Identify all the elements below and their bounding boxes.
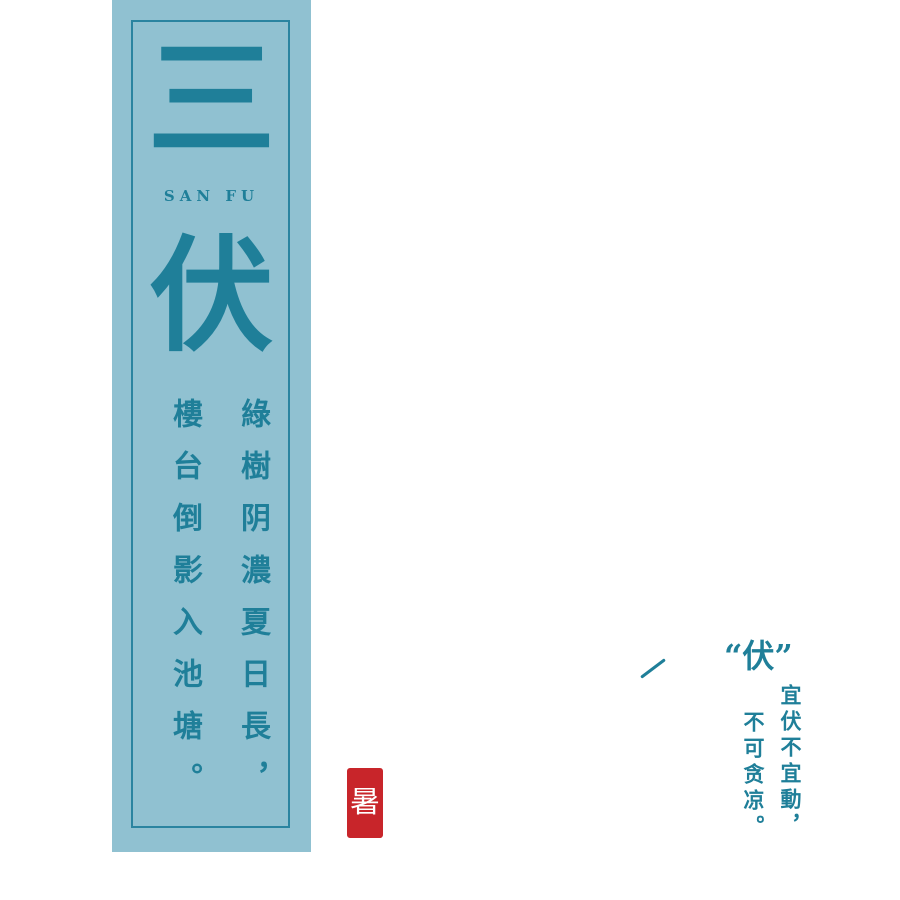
- title-char-fu: 伏: [149, 224, 274, 369]
- subtitle: SAN FU: [163, 187, 260, 205]
- note-quote: “伏”: [724, 637, 793, 675]
- note-line-2: 不可贪凉。: [741, 711, 766, 841]
- decorative-slash: [640, 658, 666, 679]
- note-line-1: 宜伏不宜動，: [778, 684, 803, 840]
- title-panel: 三 SAN FU 伏 綠樹阴濃夏日長， 樓台倒影入池塘。: [112, 0, 311, 852]
- panel-frame: [131, 20, 290, 828]
- title-char-san: 三: [147, 25, 276, 175]
- poem-line-left: 樓台倒影入池塘。: [167, 398, 202, 814]
- red-seal: 暑: [347, 768, 383, 838]
- poem-line-right: 綠樹阴濃夏日長，: [235, 398, 270, 814]
